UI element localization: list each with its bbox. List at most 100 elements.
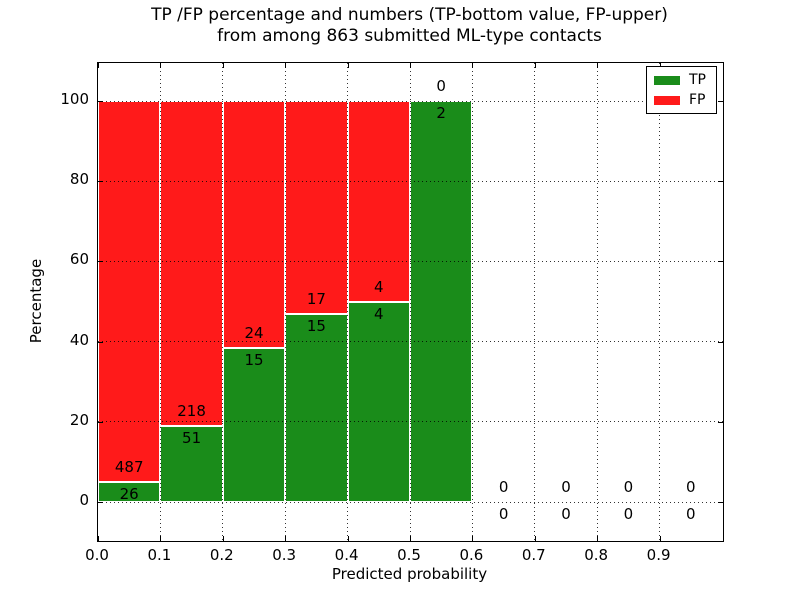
chart-title-line2: from among 863 submitted ML-type contact…: [217, 26, 602, 46]
x-tick-label: 0.8: [584, 546, 609, 564]
fp-count-label: 487: [114, 457, 144, 476]
y-tick-mark: [718, 101, 723, 102]
gridline-vertical: [534, 63, 536, 541]
y-tick-label: 0: [79, 491, 89, 509]
x-tick-label: 0.4: [334, 546, 359, 564]
x-tick-mark: [222, 63, 224, 68]
gridline-horizontal: [98, 100, 723, 102]
gridline-horizontal: [98, 260, 723, 262]
fp-count-label: 0: [498, 478, 509, 496]
x-tick-label: 0.7: [521, 546, 546, 564]
x-tick-label: 0.0: [85, 546, 109, 564]
tp-bar: [347, 301, 410, 502]
y-tick-mark: [98, 421, 103, 423]
y-tick-label: 80: [69, 170, 89, 189]
x-tick-mark: [160, 536, 162, 541]
tp-count-label: 0: [498, 505, 509, 523]
y-tick-label: 40: [69, 330, 89, 349]
x-axis-label: Predicted probability: [331, 565, 488, 583]
fp-count-label: 0: [561, 478, 571, 496]
x-tick-mark: [285, 63, 287, 68]
x-tick-mark: [410, 536, 411, 541]
fp-bar: [222, 101, 286, 348]
fp-count-label: 218: [177, 401, 206, 420]
fp-count-label: 17: [306, 290, 326, 308]
fp-count-label: 0: [623, 478, 634, 496]
tp-count-label: 0: [623, 505, 634, 523]
x-tick-mark: [222, 536, 224, 541]
x-tick-mark: [472, 536, 474, 541]
y-tick-mark: [718, 261, 723, 263]
legend-label-tp: TP: [689, 72, 706, 88]
gridline-vertical: [471, 63, 473, 541]
fp-count-label: 0: [436, 77, 446, 95]
x-tick-label: 0.6: [459, 546, 484, 564]
x-tick-mark: [472, 63, 474, 68]
x-tick-mark: [285, 536, 287, 541]
x-tick-label: 0.5: [397, 546, 421, 564]
fp-bar: [160, 101, 223, 426]
legend-item-fp: FP: [654, 93, 706, 107]
tp-bar: [98, 481, 161, 502]
y-tick-mark: [718, 502, 723, 503]
x-tick-mark: [659, 536, 661, 541]
x-tick-mark: [347, 63, 349, 68]
chart-title: TP /FP percentage and numbers (TP-bottom…: [97, 5, 722, 47]
gridline-horizontal: [98, 501, 723, 503]
fp-count-label: 24: [244, 323, 264, 342]
fp-swatch: [654, 95, 680, 105]
y-tick-mark: [98, 101, 103, 102]
x-tick-mark: [98, 63, 99, 68]
y-tick-label: 60: [69, 250, 89, 269]
fp-bar: [347, 101, 410, 302]
gridline-vertical: [284, 63, 286, 541]
gridline-horizontal: [98, 421, 723, 423]
tp-swatch: [654, 75, 680, 85]
x-tick-mark: [160, 63, 162, 68]
x-tick-mark: [98, 536, 99, 541]
tp-count-label: 4: [374, 304, 384, 323]
y-tick-mark: [98, 502, 103, 503]
x-tick-label: 0.3: [272, 546, 297, 564]
gridline-vertical: [159, 63, 161, 541]
x-tick-mark: [347, 536, 349, 541]
tp-count-label: 0: [561, 505, 571, 523]
gridline-horizontal: [98, 341, 723, 343]
tp-bar: [222, 347, 286, 502]
y-tick-label: 20: [69, 410, 89, 429]
gridline-vertical: [409, 63, 411, 541]
gridline-vertical: [659, 63, 661, 541]
tp-count-label: 51: [182, 428, 202, 447]
fp-bar: [98, 101, 161, 482]
x-tick-mark: [597, 536, 599, 541]
tp-count-label: 26: [119, 484, 139, 503]
x-tick-mark: [534, 63, 536, 68]
gridline-horizontal: [98, 180, 723, 182]
x-tick-mark: [534, 536, 536, 541]
legend: TP FP: [646, 66, 717, 114]
y-tick-mark: [98, 341, 103, 343]
fp-count-label: 0: [686, 478, 696, 496]
fp-bar: [285, 101, 348, 314]
legend-label-fp: FP: [689, 92, 706, 108]
tp-count-label: 2: [436, 104, 446, 122]
tp-count-label: 15: [244, 350, 264, 369]
tp-bar: [285, 314, 348, 502]
tp-bar: [160, 425, 223, 502]
y-tick-mark: [718, 181, 723, 183]
y-tick-mark: [718, 421, 723, 423]
gridline-vertical: [347, 63, 349, 541]
chart-title-line1: TP /FP percentage and numbers (TP-bottom…: [151, 5, 668, 25]
x-tick-label: 0.2: [209, 546, 234, 564]
x-tick-mark: [659, 63, 661, 68]
legend-item-tp: TP: [654, 73, 706, 87]
tp-bar: [410, 101, 473, 502]
x-tick-mark: [597, 63, 599, 68]
y-tick-mark: [98, 261, 103, 263]
fp-count-label: 4: [374, 277, 384, 296]
gridline-vertical: [596, 63, 598, 541]
y-tick-label: 100: [60, 90, 89, 108]
tp-count-label: 15: [306, 317, 326, 335]
x-tick-mark: [410, 63, 411, 68]
